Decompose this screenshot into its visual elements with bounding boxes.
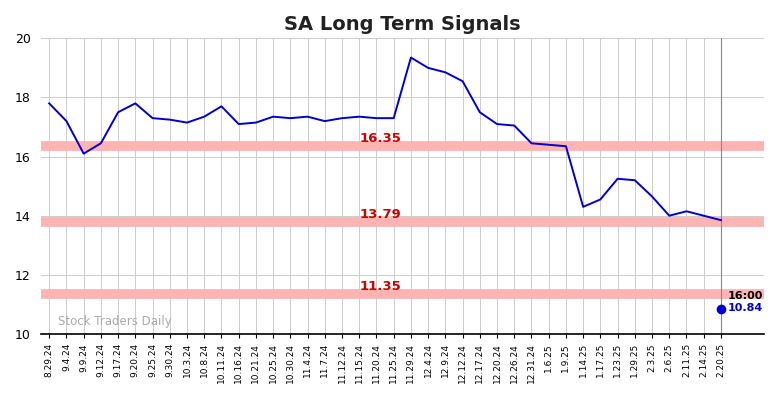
Text: 11.35: 11.35 bbox=[359, 280, 401, 293]
Text: 16:00: 16:00 bbox=[728, 291, 763, 301]
Text: 16.35: 16.35 bbox=[359, 133, 401, 145]
Title: SA Long Term Signals: SA Long Term Signals bbox=[284, 15, 521, 34]
Text: 10.84: 10.84 bbox=[728, 302, 763, 313]
Text: Stock Traders Daily: Stock Traders Daily bbox=[58, 315, 172, 328]
Text: 13.79: 13.79 bbox=[359, 208, 401, 221]
